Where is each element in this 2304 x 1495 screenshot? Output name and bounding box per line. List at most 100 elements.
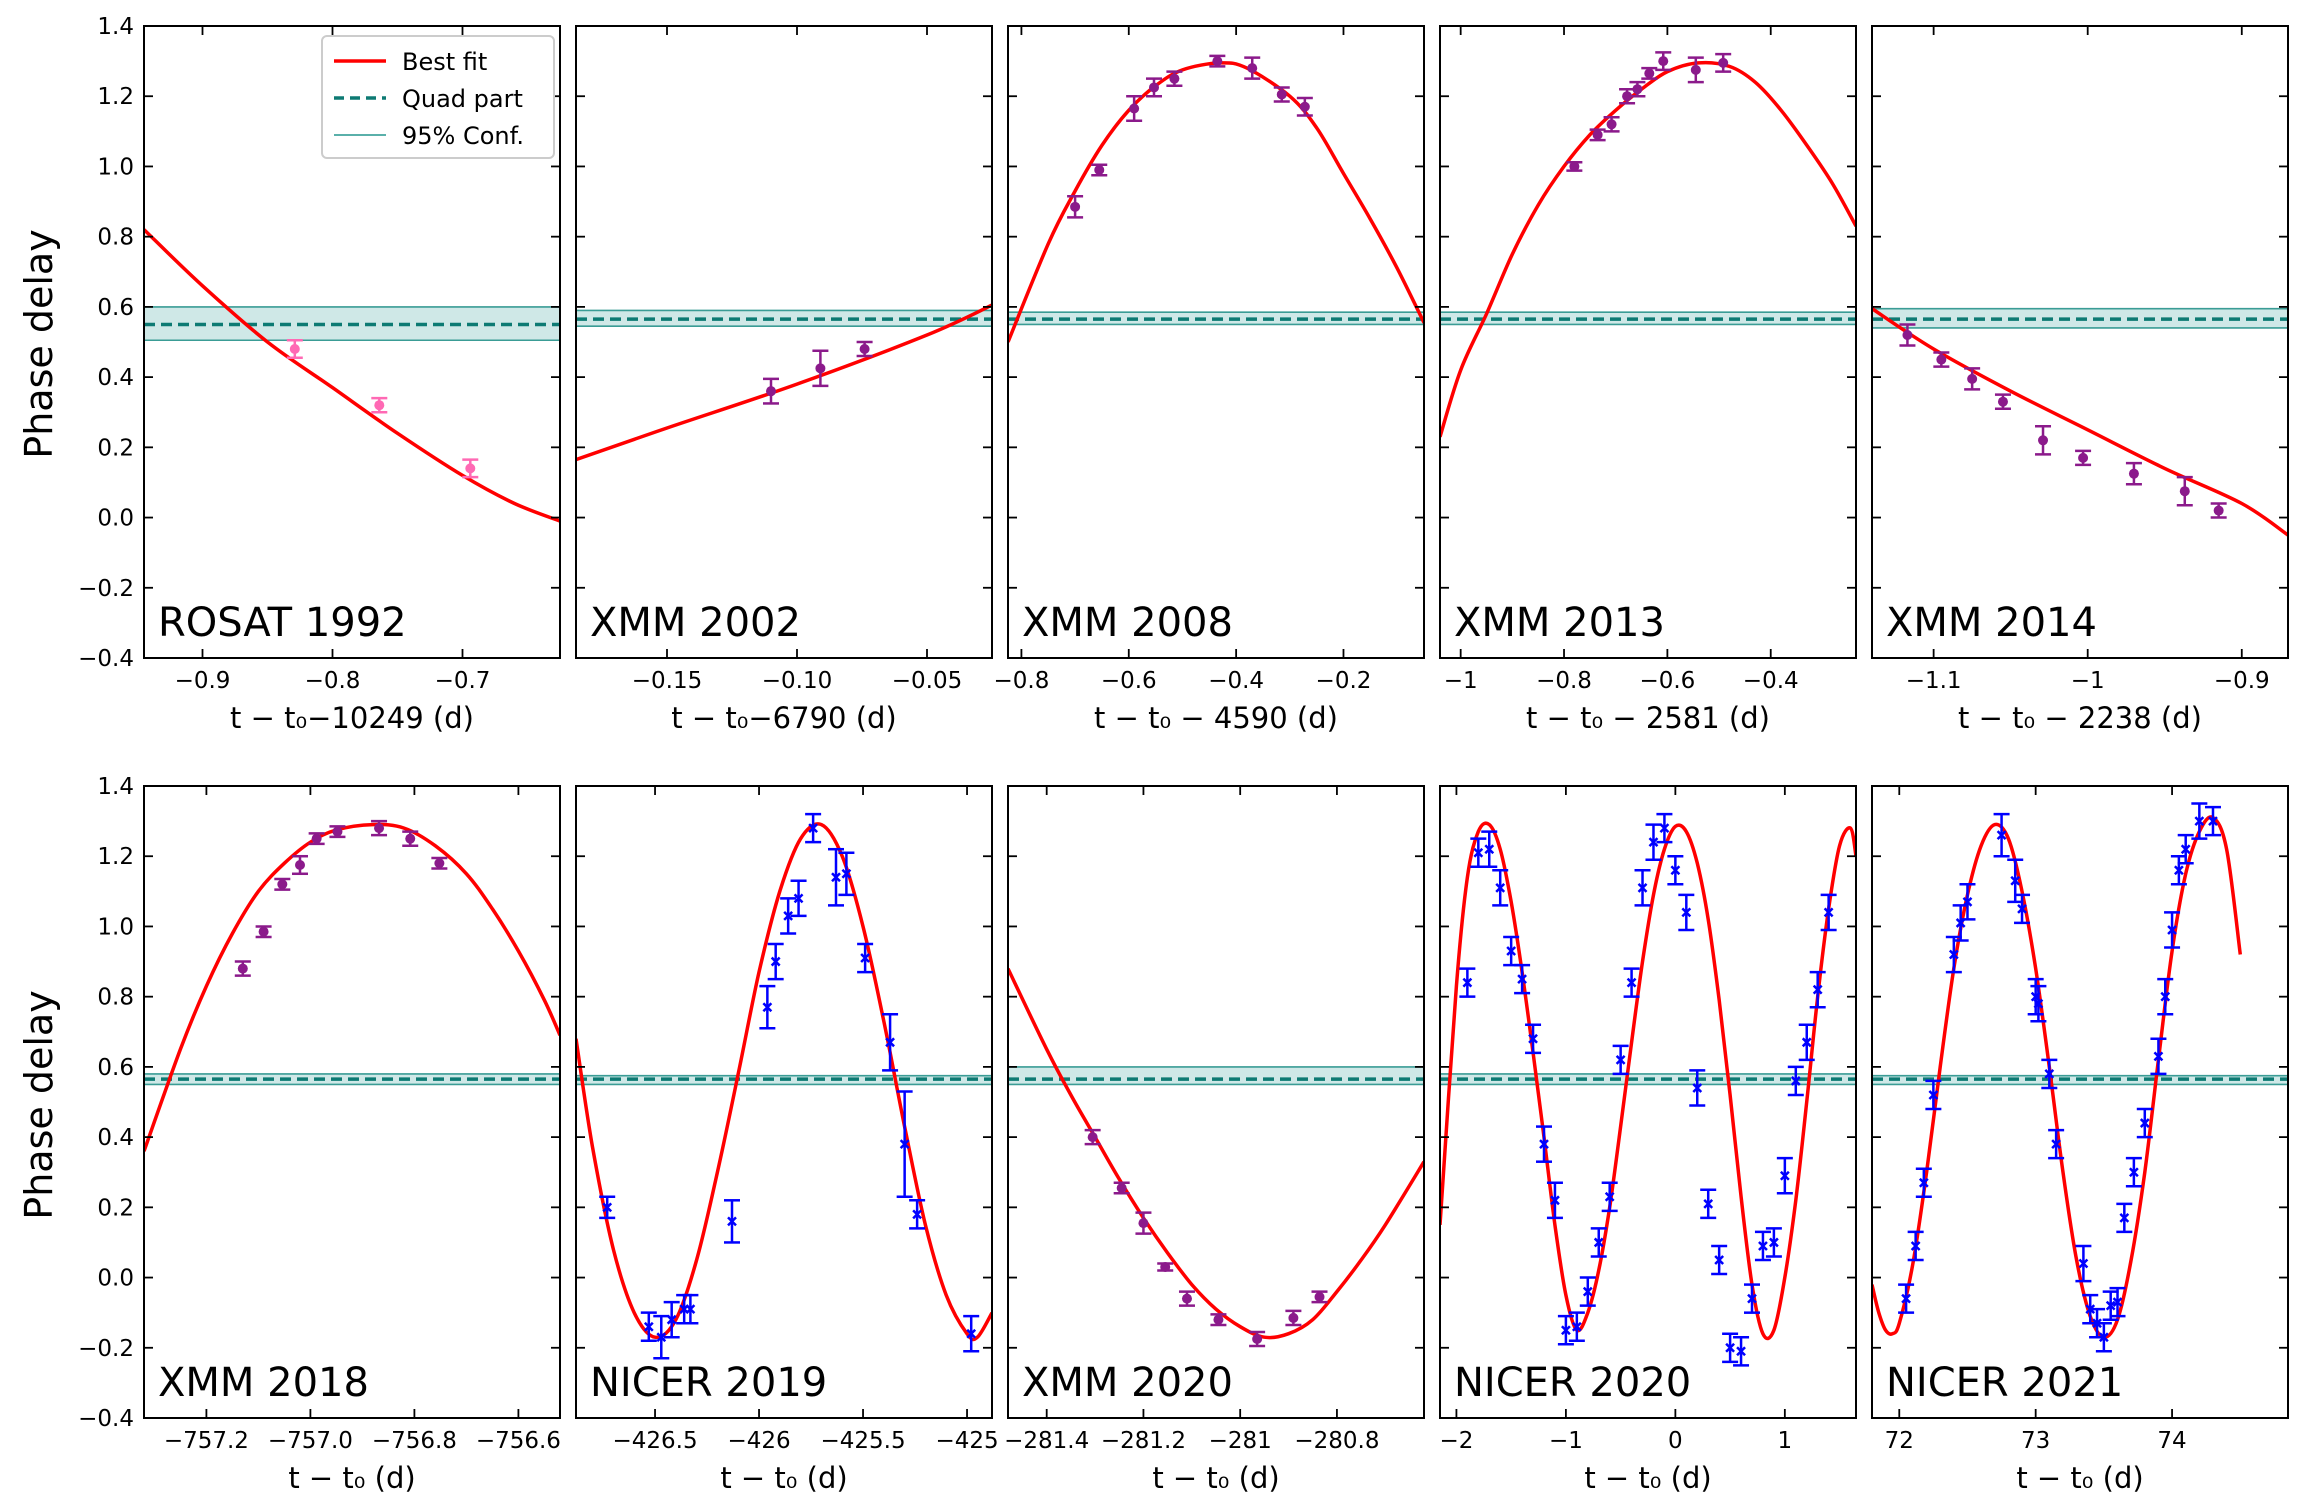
point-marker — [2033, 998, 2044, 1009]
y-tick-label: 1.0 — [97, 154, 134, 180]
data-point — [1798, 1023, 1815, 1062]
data-point — [2116, 1202, 2133, 1234]
point-marker — [666, 1314, 677, 1325]
panel-title: XMM 2018 — [158, 1360, 369, 1406]
panel-plot-area — [576, 303, 992, 462]
point-marker — [1997, 396, 2008, 407]
x-tick-label: −281.2 — [1101, 1428, 1186, 1454]
legend-conf-label: 95% Conf. — [402, 122, 524, 150]
best-fit-curve — [144, 822, 560, 1152]
point-marker — [815, 363, 826, 374]
best-fit-curve — [144, 228, 560, 523]
point-marker — [2194, 816, 2205, 826]
point-marker — [1703, 1198, 1714, 1209]
x-tick-label: 0 — [1668, 1428, 1683, 1454]
point-marker — [899, 1139, 910, 1150]
data-point — [640, 1311, 657, 1343]
point-marker — [783, 911, 794, 921]
x-tick-label: −426.5 — [612, 1428, 697, 1454]
data-point — [1126, 94, 1143, 123]
point-marker — [1213, 1314, 1224, 1325]
point-marker — [1996, 830, 2007, 841]
x-tick-label: −757.2 — [164, 1428, 249, 1454]
panel-title: XMM 2020 — [1022, 1360, 1233, 1406]
panel-plot-area — [144, 819, 560, 1152]
panel-title: NICER 2021 — [1886, 1360, 2123, 1406]
data-point — [599, 1195, 616, 1220]
x-tick-label: −280.8 — [1294, 1428, 1379, 1454]
point-marker — [1252, 1334, 1263, 1344]
point-marker — [1138, 1218, 1149, 1229]
best-fit-curve — [1872, 307, 2288, 537]
x-tick-label: −2 — [1439, 1428, 1473, 1454]
y-axis-label-top: Phase delay — [17, 229, 61, 458]
panel-plot-area — [1008, 967, 1424, 1348]
point-marker — [1569, 161, 1580, 172]
data-point — [2125, 1156, 2142, 1188]
point-marker — [727, 1216, 737, 1227]
panel-frame — [143, 25, 561, 659]
data-point — [2075, 1244, 2092, 1283]
point-marker — [2213, 505, 2224, 516]
panel-9: −2 −1 0 1 t − t₀ (d) NICER 2020 — [1439, 785, 1857, 1495]
data-point — [1091, 163, 1108, 177]
data-point — [1525, 1023, 1542, 1055]
point-marker — [2139, 1118, 2150, 1128]
y-tick-label: 0.8 — [97, 225, 134, 251]
panel-title: NICER 2019 — [590, 1360, 827, 1406]
x-tick-label: −0.6 — [1639, 668, 1695, 694]
data-point — [1557, 1314, 1574, 1346]
data-point — [724, 1199, 740, 1244]
data-point — [2164, 911, 2181, 949]
panel-4: −1 −0.8 −0.6 −0.4 t − t₀ − 2581 (d) XMM 2013 — [1439, 25, 1857, 735]
data-point — [2035, 425, 2052, 456]
best-fit-curve — [576, 303, 992, 462]
x-tick-label: −0.8 — [1536, 668, 1592, 694]
point-marker — [1495, 882, 1506, 893]
point-marker — [1902, 329, 1913, 340]
x-tick-label: 72 — [1885, 1428, 1914, 1454]
point-marker — [1592, 129, 1603, 140]
panel-frame — [1871, 25, 2289, 659]
y-tick-label: 1.2 — [97, 844, 134, 870]
panel-plot-area — [1872, 802, 2288, 1353]
point-marker — [1212, 56, 1223, 67]
data-point — [763, 377, 779, 405]
point-marker — [1936, 354, 1947, 365]
data-point — [2176, 475, 2193, 507]
data-point — [682, 1293, 699, 1325]
data-point — [1492, 869, 1509, 907]
point-marker — [1658, 56, 1669, 67]
point-marker — [1299, 101, 1310, 112]
point-marker — [1901, 1293, 1911, 1304]
confidence-band — [1008, 1066, 1424, 1085]
data-point — [1209, 54, 1226, 68]
panel-title: XMM 2002 — [590, 600, 801, 646]
panel-8: −281.4 −281.2 −281 −280.8 t − t₀ (d) XMM 2020 — [1004, 785, 1425, 1495]
panel-frame — [1007, 25, 1425, 659]
plot-grid: −0.4 −0.2 0.0 0.2 0.4 0.6 0.8 1.0 1.2 1.4 −0.9 −0.8… — [78, 14, 2289, 1495]
point-marker — [1948, 949, 1959, 960]
point-marker — [766, 386, 776, 397]
point-marker — [1692, 1083, 1703, 1093]
point-marker — [289, 344, 300, 355]
legend-quad-label: Quad part — [402, 85, 523, 113]
data-point — [2191, 802, 2208, 840]
x-tick-label: −0.4 — [1743, 668, 1799, 694]
point-marker — [1670, 865, 1681, 876]
point-marker — [1561, 1325, 1571, 1336]
point-marker — [1550, 1195, 1560, 1206]
point-marker — [1087, 1132, 1098, 1143]
y-tick-label: 0.0 — [97, 1266, 134, 1292]
point-marker — [656, 1332, 667, 1343]
point-marker — [1918, 1177, 1929, 1188]
data-point — [1687, 56, 1704, 84]
data-point — [1656, 812, 1673, 844]
point-marker — [1615, 1054, 1626, 1065]
x-axis-label: t − t₀ (d) — [288, 1461, 415, 1495]
x-axis-label: t − t₀ (d) — [1152, 1461, 1279, 1495]
data-point — [1603, 116, 1620, 133]
point-marker — [1823, 907, 1834, 918]
point-marker — [1160, 1262, 1171, 1273]
panel-plot-area — [144, 228, 560, 523]
